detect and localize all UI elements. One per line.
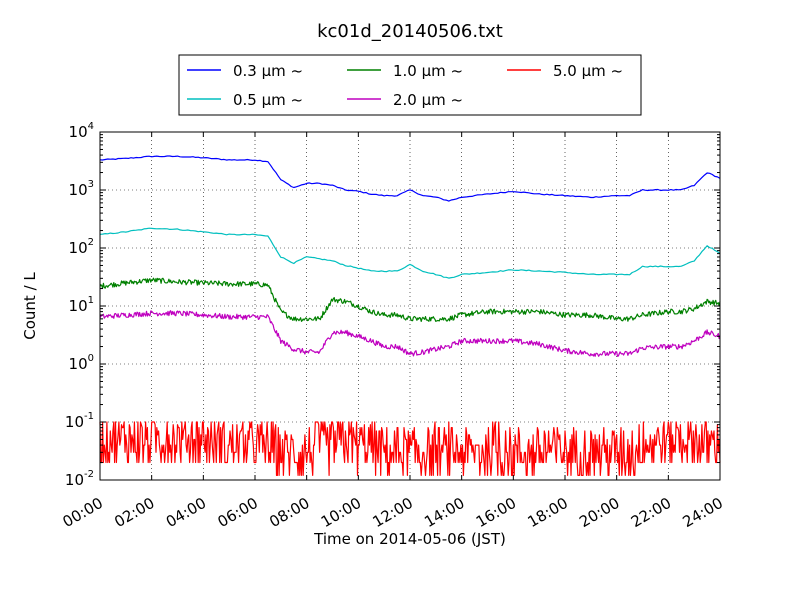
grid-lines [100,132,720,480]
x-tick-label: 16:00 [473,494,519,531]
x-axis-label: Time on 2014-05-06 (JST) [313,530,506,548]
y-tick-label: 10-1 [65,411,94,431]
x-tick-label: 22:00 [628,494,674,531]
y-axis: 10-2 10-1 100 101 102 103 104 [65,121,720,489]
x-tick-label: 12:00 [370,494,416,531]
x-tick-label: 24:00 [680,494,726,531]
series-line-1 [99,155,721,202]
series-lines [99,155,721,476]
legend-label: 5.0 μm ~ [553,62,623,80]
x-tick-label: 18:00 [525,494,571,531]
series-line-2 [99,227,721,279]
y-tick-label: 10-2 [65,469,94,489]
legend-label: 0.5 μm ~ [233,91,303,109]
legend: 0.3 μm ~ 0.5 μm ~ 1.0 μm ~ 2.0 μm ~ 5.0 μm ~ [178,54,642,116]
y-axis-label: Count / L [21,272,39,340]
series-line-3 [99,277,721,322]
x-tick-label: 08:00 [266,494,312,531]
legend-label: 0.3 μm ~ [233,62,303,80]
y-tick-label: 100 [69,353,94,373]
x-tick-label: 14:00 [421,494,467,531]
x-tick-label: 04:00 [163,494,209,531]
y-tick-label: 101 [69,295,94,315]
legend-label: 1.0 μm ~ [393,62,463,80]
x-tick-label: 06:00 [215,494,261,531]
series-line-5 [99,421,721,476]
x-tick-label: 10:00 [318,494,364,531]
x-tick-label: 02:00 [111,494,157,531]
legend-label: 2.0 μm ~ [393,91,463,109]
plot-area: 00:00 02:00 04:00 06:00 08:00 10:00 12:00 14:00… [60,121,726,531]
x-tick-label: 20:00 [576,494,622,531]
x-tick-label: 00:00 [60,494,106,531]
legend-box [178,54,642,116]
y-tick-label: 102 [69,237,94,257]
series-line-4 [99,310,721,357]
chart-title: kc01d_20140506.txt [317,21,503,42]
y-tick-label: 103 [69,179,94,199]
y-tick-label: 104 [69,121,94,141]
